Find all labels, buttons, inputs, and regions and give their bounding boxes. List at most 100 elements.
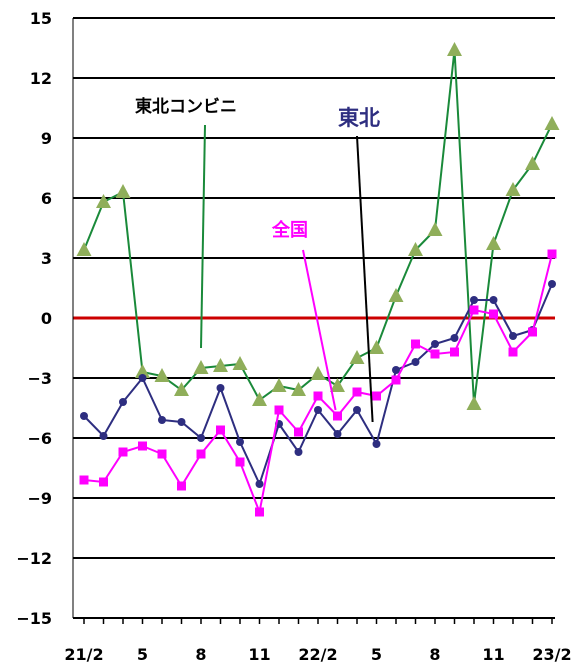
data-point [333,430,342,438]
data-point [388,288,404,302]
data-point [118,447,128,457]
data-point [544,116,560,130]
annotation-leader-line [302,249,337,411]
data-point [291,382,306,396]
data-point [509,332,517,340]
data-point [330,378,345,392]
series-line [83,253,553,516]
x-tick-label: 22/2 [298,645,337,664]
data-point [274,405,284,415]
y-axis: 15 12 9 6 3 0 −3 −6 −9 −12 −15 [16,9,74,628]
series-0 [76,42,560,410]
data-point [158,416,166,424]
data-point [157,449,167,459]
data-point [547,249,557,259]
data-point [392,366,400,374]
data-point [528,327,537,337]
series-line [83,283,553,487]
data-point [216,425,225,435]
y-tick-label: 6 [41,189,52,208]
data-point [232,356,248,370]
y-tick-label: 12 [30,69,52,88]
series-2 [79,249,557,517]
data-point [236,438,244,446]
x-tick-label: 23/2 [532,645,571,664]
data-point [333,411,342,421]
data-point [408,242,423,256]
annotation-label: 全国 [271,219,308,241]
data-point [353,406,361,414]
y-tick-label: 15 [30,9,52,28]
data-point [391,375,401,385]
data-point [548,280,556,288]
data-point [447,42,462,56]
data-point [450,334,459,342]
y-tick-label: −12 [16,549,52,568]
data-point [196,449,206,459]
data-point [469,305,479,315]
y-tick-label: −6 [27,429,52,448]
data-point [411,358,420,366]
data-point [486,236,501,250]
data-point [352,387,362,397]
x-tick-label: 11 [248,645,270,664]
data-point [271,378,287,392]
data-point [235,457,245,467]
data-point [174,382,189,396]
data-point [138,441,147,451]
data-point [255,507,264,517]
data-point [177,481,186,491]
data-point [79,475,89,485]
y-tick-label: 0 [41,309,52,328]
x-axis: 21/2 5 8 11 22/2 5 8 11 23/2 [64,617,572,664]
data-point [427,222,443,236]
data-point [372,440,381,448]
annotation-label: 東北 [338,106,380,130]
data-point [294,448,303,456]
data-point [450,347,459,357]
data-point [154,368,170,382]
data-point [466,396,482,410]
data-point [216,384,225,392]
data-point [430,349,440,359]
x-tick-label: 8 [195,645,206,664]
data-point [489,296,498,304]
data-point [505,182,521,196]
data-point [80,412,88,420]
annotation-leader-line [356,135,374,423]
data-point [431,340,439,348]
data-point [525,156,540,170]
data-point [411,339,420,349]
data-point [508,347,518,357]
data-point [372,391,381,401]
data-point [313,391,323,401]
y-tick-label: −15 [16,609,52,628]
data-point [115,184,131,198]
y-tick-label: 9 [41,129,52,148]
data-point [135,364,150,378]
data-point [294,427,303,437]
data-point [177,418,186,426]
data-point [252,392,267,406]
data-point [99,432,108,440]
data-point [213,358,228,372]
data-point [138,374,147,382]
data-point [470,296,478,304]
data-point [314,406,322,414]
y-tick-label: −9 [27,489,52,508]
y-tick-label: 3 [41,249,52,268]
series-layer [76,42,560,517]
x-tick-label: 5 [137,645,148,664]
annotation-leader-line [200,124,206,349]
data-point [193,360,209,374]
data-point [310,366,326,380]
x-tick-label: 21/2 [64,645,103,664]
data-point [255,480,264,488]
annotation-label: 東北コンビニ [135,96,237,117]
series-1 [80,280,556,488]
x-tick-label: 11 [482,645,504,664]
data-point [99,477,108,487]
x-tick-label: 5 [371,645,382,664]
data-point [489,309,498,319]
